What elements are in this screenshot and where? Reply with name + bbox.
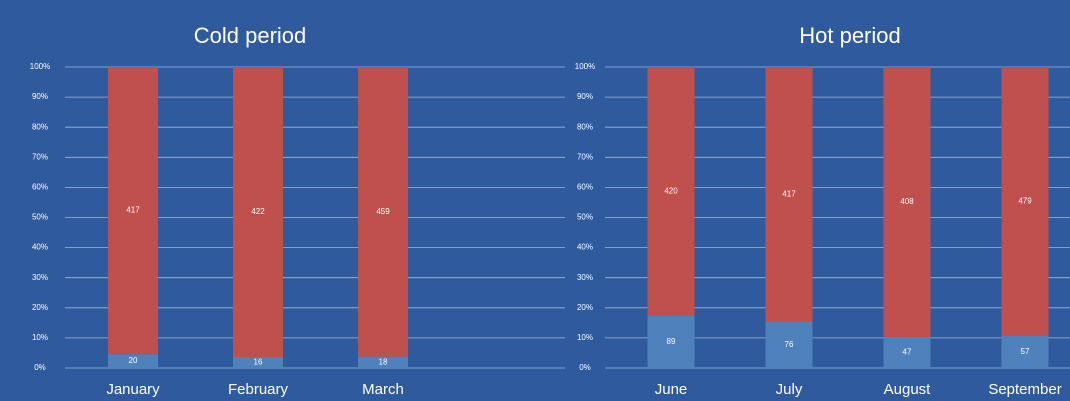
y-tick-label: 80% [577,122,593,131]
y-tick-label: 60% [32,183,48,192]
bar-segment [883,67,931,337]
bar-segment [647,315,695,368]
bar-segment [108,354,158,368]
x-tick-label: February [228,381,289,398]
y-tick-label: 30% [577,273,593,282]
y-tick-label: 30% [32,273,48,282]
y-tick-label: 10% [577,333,593,342]
data-label: 89 [667,337,676,346]
data-label: 47 [903,348,912,357]
y-tick-label: 90% [32,92,48,101]
x-tick-label: July [776,381,803,398]
bar-segment [647,67,695,316]
bar-segment [1001,335,1049,368]
data-label: 76 [785,340,794,349]
bar-segment [1001,67,1049,336]
bar-segment [765,321,813,368]
x-tick-label: March [362,381,404,398]
x-tick-label: August [884,381,932,398]
y-tick-label: 70% [577,152,593,161]
data-label: 420 [664,186,678,195]
y-tick-label: 40% [577,243,593,252]
y-tick-label: 20% [577,303,593,312]
bar-segment [358,67,408,357]
y-tick-label: 50% [577,213,593,222]
data-label: 18 [379,357,388,366]
data-label: 417 [126,206,140,215]
data-label: 16 [254,358,263,367]
bar-segment [883,336,931,368]
y-tick-label: 100% [30,62,50,71]
y-tick-label: 10% [32,333,48,342]
y-tick-label: 100% [575,62,595,71]
y-tick-label: 50% [32,213,48,222]
data-label: 417 [782,189,796,198]
data-label: 479 [1018,197,1032,206]
chart-title: Cold period [194,23,307,48]
y-tick-label: 80% [32,122,48,131]
data-label: 422 [251,207,265,216]
y-tick-label: 20% [32,303,48,312]
data-label: 20 [129,356,138,365]
bar-segment [233,67,283,358]
bar-segment [233,357,283,368]
y-tick-label: 40% [32,243,48,252]
y-tick-label: 60% [577,183,593,192]
y-tick-label: 0% [579,363,591,372]
x-tick-label: June [655,381,688,398]
y-tick-label: 0% [34,363,46,372]
x-tick-label: September [988,381,1061,398]
data-label: 408 [900,197,914,206]
bar-segment [358,356,408,368]
x-tick-label: January [106,381,160,398]
y-tick-label: 90% [577,92,593,101]
bar-segment [765,67,813,322]
data-label: 57 [1021,347,1030,356]
data-label: 459 [376,207,390,216]
chart-title: Hot period [799,23,901,48]
y-tick-label: 70% [32,152,48,161]
bar-segment [108,67,158,355]
